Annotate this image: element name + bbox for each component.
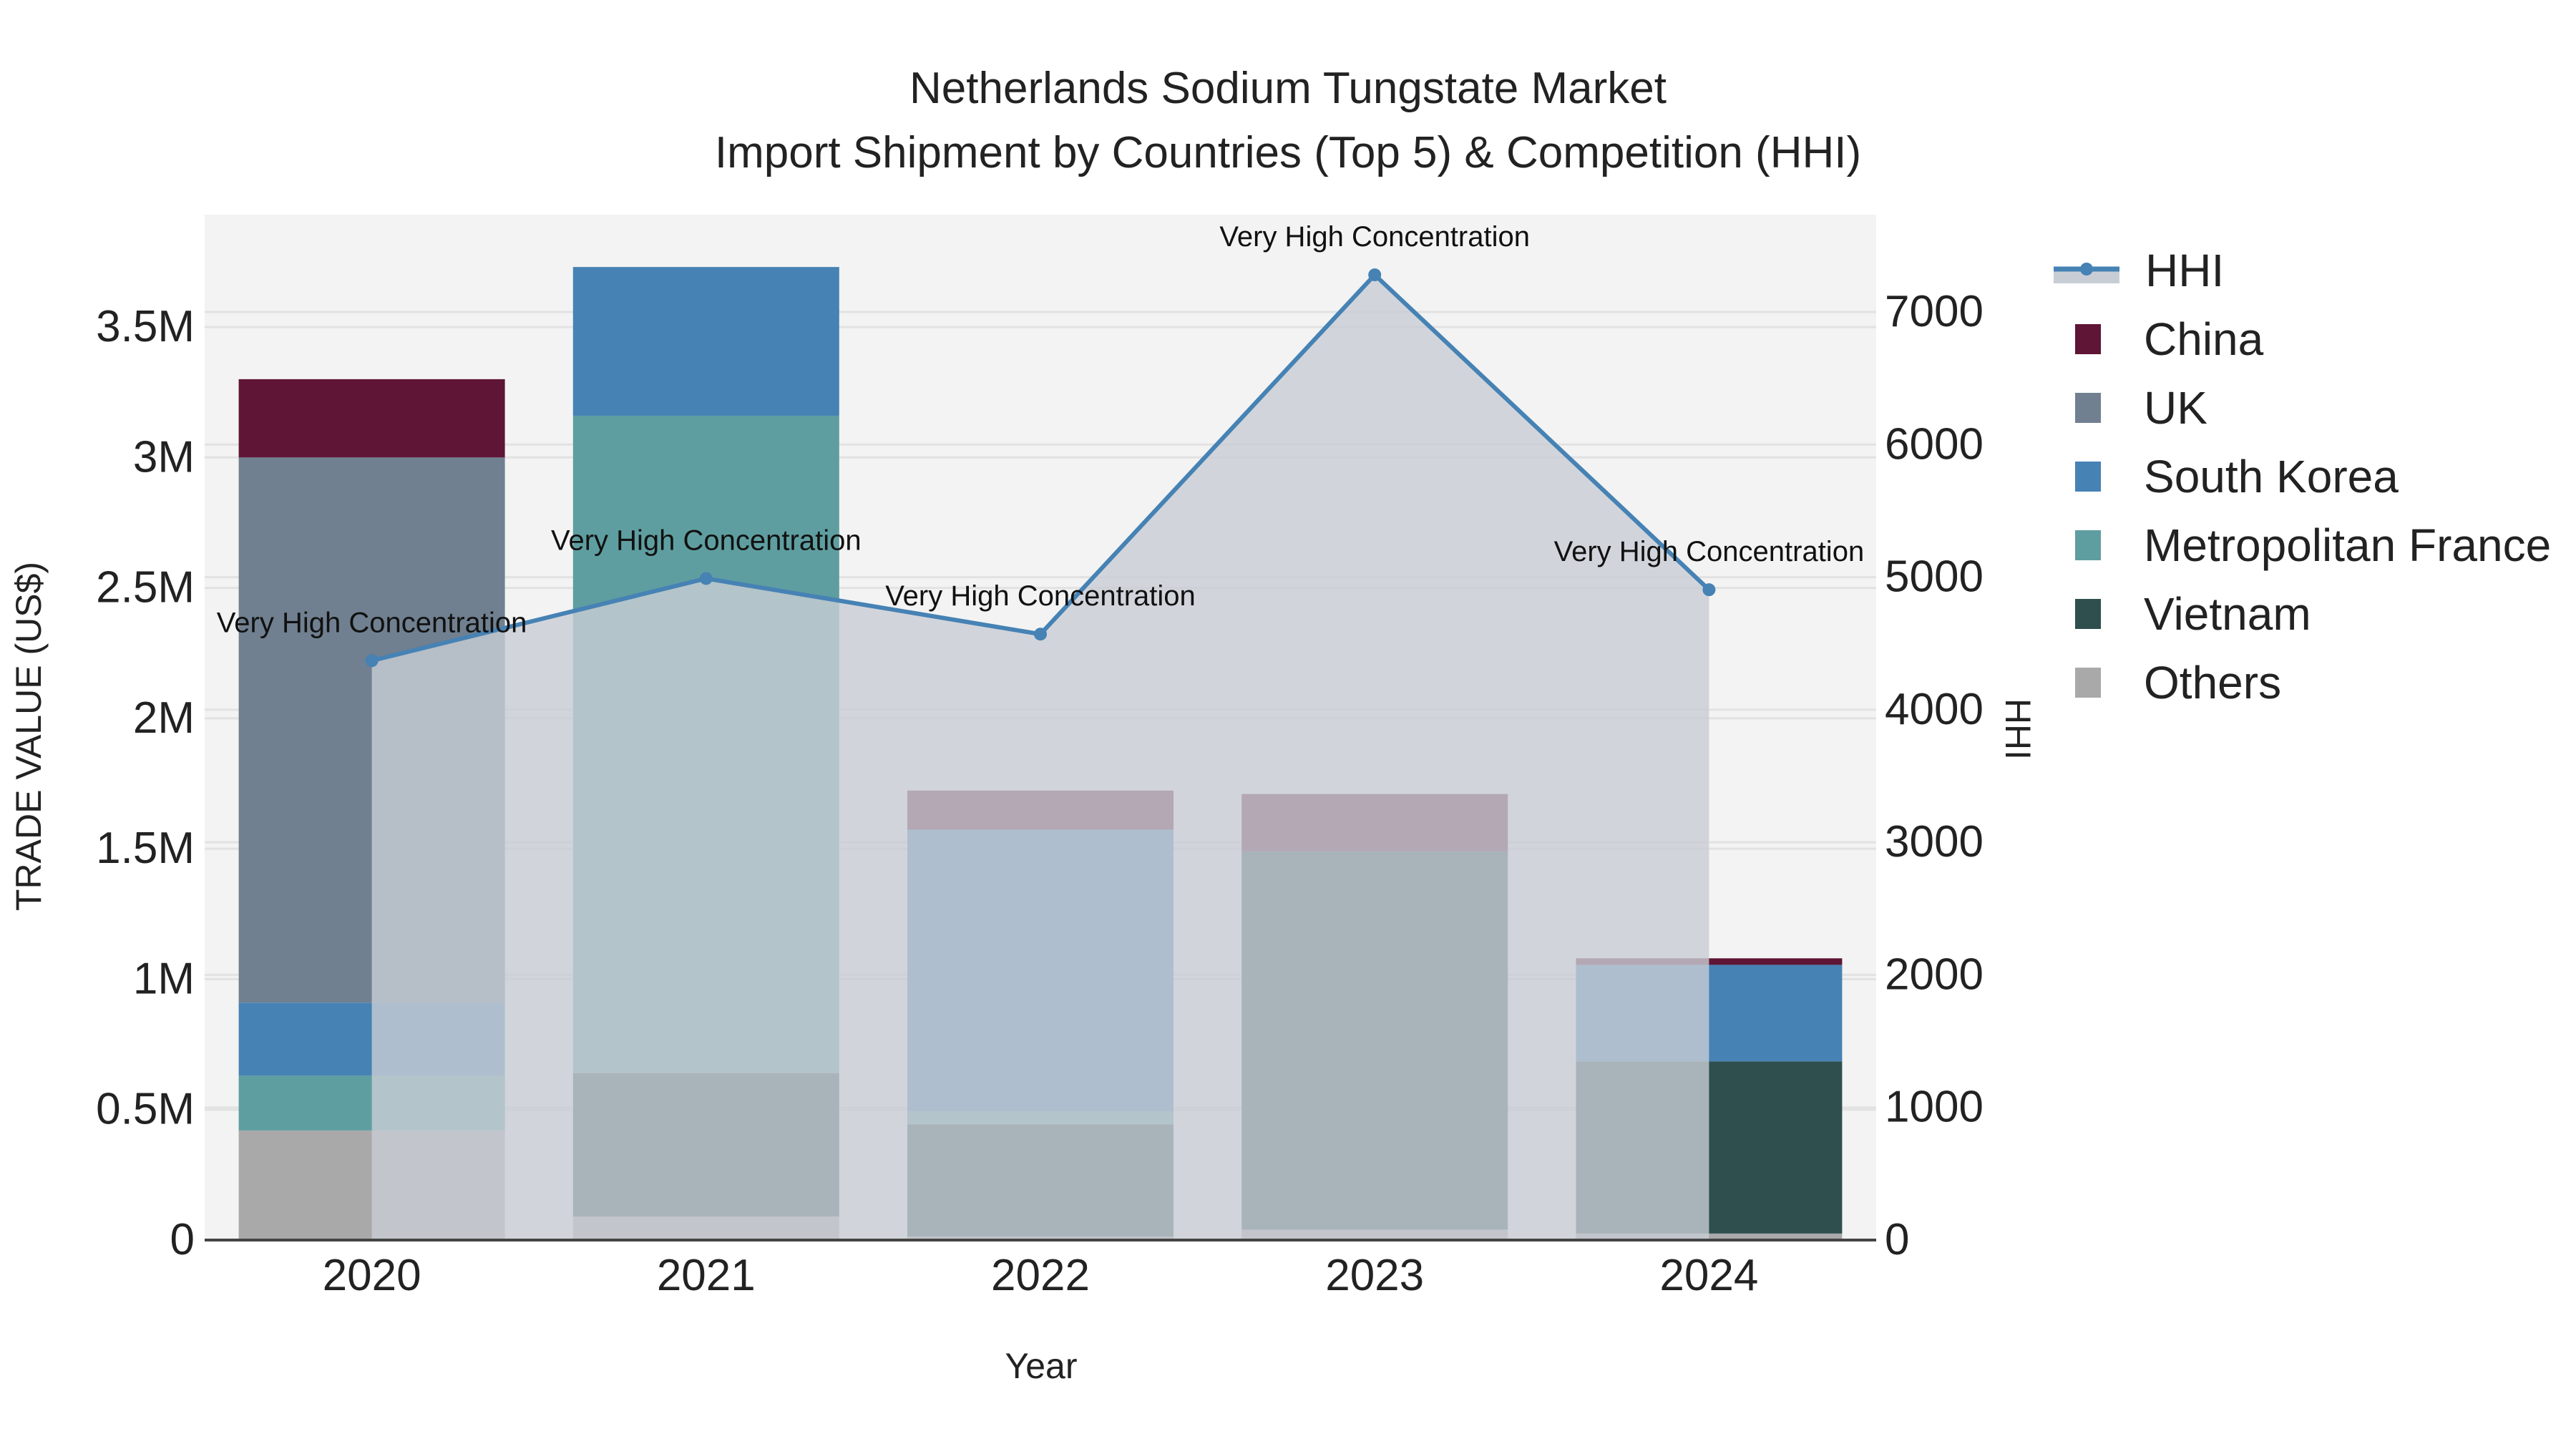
chart-title-line2: Import Shipment by Countries (Top 5) & C… <box>714 128 1862 177</box>
y-tick-label: 3.5M <box>96 302 195 351</box>
y2-tick-label: 2000 <box>1885 950 1984 999</box>
y2-tick-label: 3000 <box>1885 817 1984 867</box>
hhi-annotation: Very High Concentration <box>217 607 527 638</box>
swatch-icon <box>2075 668 2101 698</box>
swatch-icon <box>2075 599 2101 629</box>
legend-item-vietnam[interactable]: Vietnam <box>2054 580 2551 648</box>
hhi-annotation: Very High Concentration <box>551 525 862 556</box>
legend-item-others[interactable]: Others <box>2054 648 2551 717</box>
legend-label: Vietnam <box>2144 588 2311 640</box>
hhi-point[interactable] <box>1702 583 1716 597</box>
swatch-icon <box>2075 393 2101 423</box>
legend-label: South Korea <box>2144 451 2399 502</box>
y2-tick-label: 6000 <box>1885 419 1984 469</box>
legend-label: China <box>2144 313 2264 365</box>
x-tick-label: 2020 <box>323 1251 421 1300</box>
legend-label: HHI <box>2145 245 2225 296</box>
swatch-icon <box>2075 530 2101 560</box>
y2-axis-title: HHI <box>1998 698 2038 761</box>
bar-segment[interactable] <box>238 379 505 458</box>
hhi-area <box>371 275 1709 1240</box>
legend-label: Metropolitan France <box>2144 519 2552 571</box>
x-tick-label: 2022 <box>991 1251 1090 1300</box>
hhi-annotation: Very High Concentration <box>1219 221 1530 253</box>
swatch-icon <box>2075 462 2101 492</box>
y2-tick-label: 5000 <box>1885 552 1984 602</box>
legend-item-hhi[interactable]: HHI <box>2054 236 2551 305</box>
y-tick-label: 0 <box>170 1215 195 1264</box>
y2-tick-label: 1000 <box>1885 1083 1984 1132</box>
x-axis-title: Year <box>1005 1346 1078 1386</box>
x-tick-label: 2023 <box>1325 1251 1424 1300</box>
legend-item-south-korea[interactable]: South Korea <box>2054 442 2551 511</box>
hhi-line-marker-icon <box>2054 263 2119 283</box>
y-tick-label: 2.5M <box>96 563 195 613</box>
legend-item-uk[interactable]: UK <box>2054 374 2551 442</box>
y-tick-label: 1.5M <box>96 824 195 873</box>
y2-tick-label: 4000 <box>1885 685 1984 734</box>
hhi-point[interactable] <box>365 654 379 668</box>
y-tick-label: 2M <box>133 693 195 743</box>
y-axis-title: TRADE VALUE (US$) <box>9 561 49 912</box>
legend-label: Others <box>2144 657 2282 708</box>
legend-label: UK <box>2144 382 2207 434</box>
bar-segment[interactable] <box>572 267 839 416</box>
hhi-annotation: Very High Concentration <box>1554 536 1865 567</box>
swatch-icon <box>2075 324 2101 354</box>
hhi-point[interactable] <box>1368 268 1382 282</box>
hhi-point[interactable] <box>1034 628 1047 641</box>
x-tick-label: 2024 <box>1659 1251 1758 1300</box>
chart-title-line1: Netherlands Sodium Tungstate Market <box>909 64 1667 113</box>
legend-item-metropolitan-france[interactable]: Metropolitan France <box>2054 511 2551 580</box>
x-tick-label: 2021 <box>657 1251 756 1300</box>
hhi-annotation: Very High Concentration <box>885 580 1196 612</box>
y-tick-label: 0.5M <box>96 1085 195 1134</box>
y-tick-label: 3M <box>133 432 195 482</box>
y2-tick-label: 0 <box>1885 1215 1909 1264</box>
hhi-point[interactable] <box>699 572 713 585</box>
y-tick-label: 1M <box>133 954 195 1003</box>
legend-item-china[interactable]: China <box>2054 305 2551 374</box>
y2-tick-label: 7000 <box>1885 287 1984 336</box>
legend: HHI China UK South Korea Metropolitan Fr… <box>2054 236 2551 717</box>
